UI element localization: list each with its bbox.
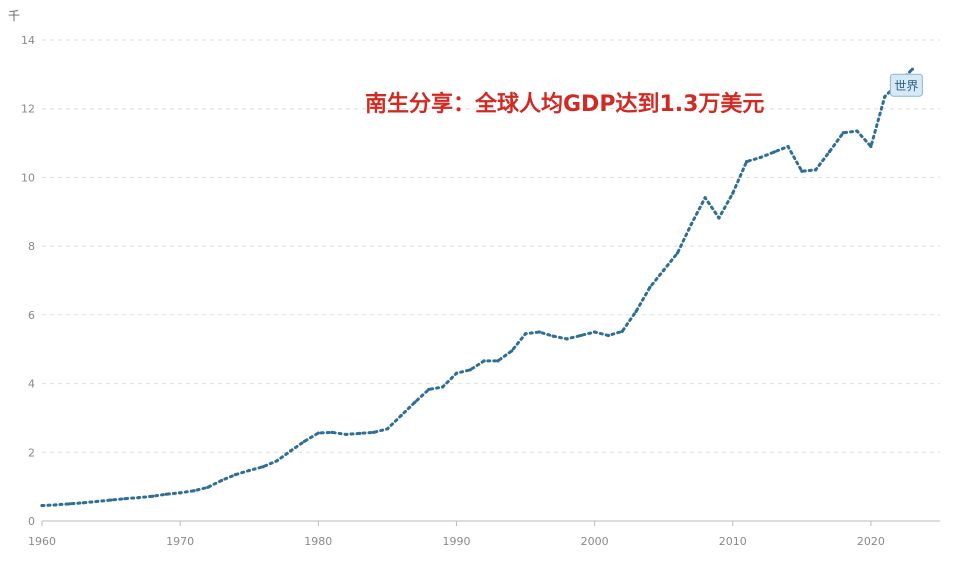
data-point	[620, 329, 624, 333]
data-point	[427, 387, 431, 392]
data-point	[855, 129, 859, 133]
series-label-box	[889, 73, 923, 97]
data-point	[316, 431, 320, 435]
series-label-text: 世界	[894, 79, 918, 93]
series-end-label: 世界	[889, 73, 923, 97]
data-point	[593, 330, 597, 334]
data-point	[523, 332, 528, 336]
data-point	[634, 309, 638, 314]
data-point	[178, 491, 182, 495]
x-tick-label: 2020	[857, 535, 885, 548]
data-point	[496, 359, 500, 363]
y-tick-label: 4	[28, 378, 35, 391]
data-point	[772, 150, 776, 154]
y-tick-label: 8	[28, 240, 35, 253]
data-point	[206, 485, 210, 489]
data-point	[164, 492, 168, 496]
data-point	[606, 333, 611, 338]
x-tick-label: 2010	[719, 535, 747, 548]
data-point	[758, 155, 763, 160]
series-layer	[40, 67, 914, 508]
data-point	[441, 385, 445, 389]
y-tick-label: 2	[28, 446, 35, 459]
data-point	[744, 160, 749, 164]
y-tick-label: 6	[28, 309, 35, 322]
y-unit-label: 千	[8, 9, 20, 23]
data-point	[689, 222, 693, 226]
data-point	[302, 439, 307, 443]
data-point	[192, 489, 196, 493]
data-point	[703, 196, 707, 200]
data-point	[137, 496, 141, 500]
data-point	[220, 478, 224, 483]
data-point	[551, 334, 555, 338]
data-point	[841, 131, 845, 135]
x-tick-label: 1990	[442, 535, 470, 548]
data-point	[123, 497, 127, 501]
data-point	[579, 333, 583, 338]
data-point	[247, 468, 251, 473]
x-tick-label: 1970	[166, 535, 194, 548]
data-point	[344, 432, 348, 437]
data-point	[869, 144, 873, 149]
data-point	[648, 285, 652, 289]
data-point	[275, 459, 279, 463]
chart-annotation: 南生分享：全球人均GDP达到1.3万美元	[365, 91, 764, 117]
data-point	[233, 473, 238, 477]
grid-layer	[42, 39, 940, 453]
y-tick-label: 0	[28, 515, 35, 528]
y-tick-label: 14	[21, 34, 35, 47]
data-point	[413, 400, 417, 404]
data-point	[662, 268, 666, 272]
y-tick-label: 12	[21, 103, 35, 116]
data-point	[565, 337, 569, 341]
data-point	[40, 503, 44, 508]
axis-layer	[41, 520, 940, 526]
data-point	[454, 371, 459, 375]
data-point	[289, 449, 293, 453]
x-tick-label: 1960	[28, 535, 56, 548]
data-point	[786, 144, 790, 149]
series-line	[40, 67, 914, 508]
data-point	[261, 465, 265, 469]
data-point	[482, 359, 486, 363]
data-point	[330, 430, 334, 434]
data-point	[883, 95, 887, 99]
y-tick-label: 10	[21, 171, 35, 184]
data-point	[54, 503, 58, 507]
data-point	[910, 67, 914, 71]
data-point	[385, 427, 389, 431]
data-point	[468, 368, 472, 372]
data-point	[510, 349, 514, 353]
data-point	[717, 216, 721, 220]
data-point	[675, 251, 680, 255]
data-point	[731, 191, 735, 195]
data-point	[150, 494, 155, 498]
data-point	[399, 413, 403, 418]
data-point	[827, 150, 832, 154]
data-point	[800, 169, 804, 173]
data-point	[537, 330, 541, 334]
data-point	[358, 431, 362, 435]
data-point	[81, 501, 86, 505]
x-tick-label: 2000	[581, 535, 609, 548]
data-point	[109, 498, 113, 502]
x-tick-label: 1980	[304, 535, 332, 548]
label-layer: 0 2 4 6 8 10 12 14 1960 1970 1980 1990 2000 2010 2020 世…	[21, 34, 923, 548]
data-point	[814, 168, 818, 172]
data-point	[371, 430, 376, 434]
data-point	[95, 499, 99, 504]
data-point	[68, 502, 72, 506]
